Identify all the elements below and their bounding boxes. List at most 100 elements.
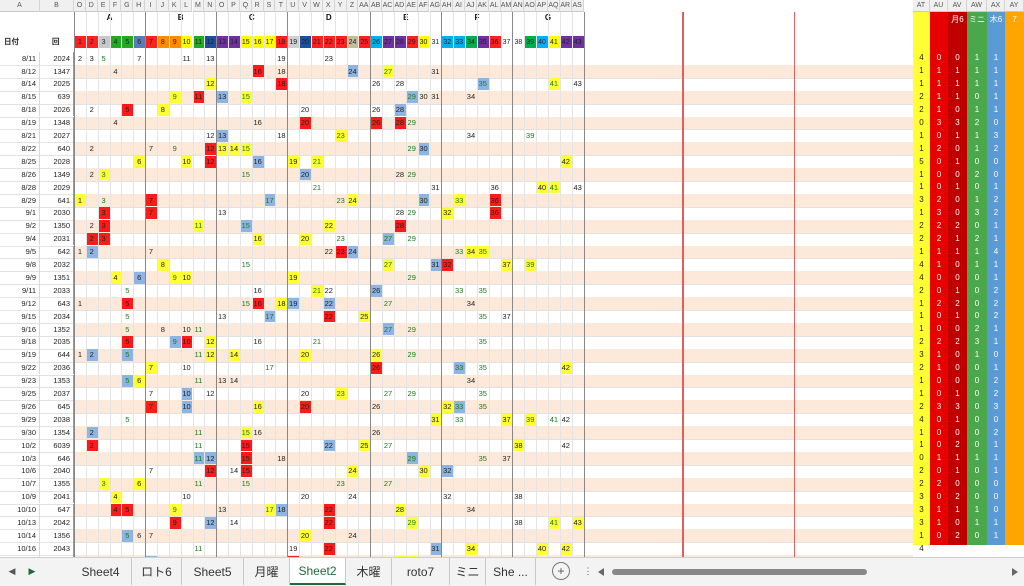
side-stat-cell[interactable]: 4 [919, 53, 924, 63]
side-stat-cell[interactable]: 3 [936, 117, 942, 127]
number-cell[interactable]: 21 [312, 182, 322, 192]
date-cell[interactable]: 8/19 [0, 116, 40, 130]
side-stat-cell[interactable]: 1 [936, 363, 942, 373]
column-header[interactable]: O [74, 0, 86, 12]
side-stat-cell[interactable]: 0 [936, 466, 942, 476]
date-cell[interactable]: 10/10 [0, 503, 40, 517]
kai-cell[interactable]: 2030 [40, 206, 74, 220]
number-cell[interactable]: 29 [407, 234, 416, 244]
number-cell[interactable]: 11 [194, 427, 203, 437]
side-stat-cell[interactable]: 0 [936, 388, 942, 398]
number-cell[interactable]: 5 [125, 414, 130, 424]
side-stat-cell[interactable]: 1 [993, 105, 999, 115]
number-cell[interactable]: 19 [287, 297, 300, 310]
number-cell[interactable]: 15 [241, 479, 250, 489]
number-cell[interactable]: 10 [180, 155, 193, 168]
number-cell[interactable]: 1 [77, 350, 82, 360]
number-cell[interactable]: 29 [407, 169, 416, 179]
number-cell[interactable]: 18 [277, 66, 286, 76]
number-cell[interactable]: 33 [454, 285, 464, 295]
side-stat-cell[interactable]: 1 [993, 337, 999, 347]
side-stat-cell[interactable]: 1 [919, 311, 924, 321]
number-cell[interactable]: 27 [382, 323, 394, 336]
side-stat-cell[interactable]: 1 [993, 363, 999, 373]
sheet-tab[interactable]: Sheet2 [290, 558, 346, 585]
number-cell[interactable]: 18 [277, 131, 286, 141]
side-stat-cell[interactable]: 0 [955, 53, 960, 63]
sheet-tab[interactable]: Sheet5 [182, 558, 244, 585]
number-cell[interactable]: 31 [431, 182, 440, 192]
kai-cell[interactable]: 641 [40, 193, 74, 207]
kai-cell[interactable]: 2038 [40, 413, 74, 427]
side-stat-cell[interactable]: 0 [993, 504, 999, 514]
date-cell[interactable]: 10/7 [0, 477, 40, 491]
side-stat-cell[interactable]: 1 [993, 79, 999, 89]
kai-cell[interactable]: 2036 [40, 361, 74, 375]
number-cell[interactable]: 7 [148, 530, 154, 540]
number-cell[interactable]: 23 [334, 387, 347, 400]
number-cell[interactable]: 17 [265, 363, 274, 373]
column-header[interactable]: AM [500, 0, 513, 12]
side-stat-cell[interactable]: 1 [936, 453, 942, 463]
column-header[interactable]: AP [536, 0, 548, 12]
number-cell[interactable]: 11 [192, 91, 205, 104]
number-cell[interactable]: 20 [299, 233, 311, 245]
number-cell[interactable]: 12 [204, 78, 217, 91]
number-cell[interactable]: 27 [383, 479, 393, 489]
number-cell[interactable]: 25 [358, 439, 371, 452]
number-cell[interactable]: 33 [454, 247, 464, 257]
side-stat-cell[interactable]: 2 [974, 117, 980, 127]
number-cell[interactable]: 10 [180, 336, 193, 349]
date-cell[interactable]: 8/14 [0, 77, 40, 91]
number-cell[interactable]: 40 [536, 542, 548, 555]
number-cell[interactable]: 23 [324, 53, 333, 63]
column-header[interactable]: AB [370, 0, 383, 12]
number-cell[interactable]: 28 [395, 208, 405, 218]
date-cell[interactable]: 10/3 [0, 451, 40, 465]
number-cell[interactable]: 22 [324, 247, 333, 257]
number-cell[interactable]: 18 [275, 78, 288, 91]
number-cell[interactable]: 7 [148, 466, 154, 476]
side-stat-cell[interactable]: 2 [993, 388, 999, 398]
column-header[interactable]: A [0, 0, 40, 12]
date-cell[interactable]: 10/16 [0, 542, 40, 556]
side-stat-cell[interactable]: 1 [955, 234, 960, 244]
number-cell[interactable]: 7 [145, 362, 157, 374]
side-stat-cell[interactable]: 2 [955, 492, 960, 502]
kai-cell[interactable]: 639 [40, 90, 74, 104]
kai-cell[interactable]: 1348 [40, 116, 74, 130]
number-cell[interactable]: 4 [109, 271, 122, 284]
side-stat-cell[interactable]: 1 [993, 324, 999, 334]
number-cell[interactable]: 15 [239, 465, 252, 478]
side-stat-cell[interactable]: 2 [993, 285, 999, 295]
side-stat-cell[interactable]: 1 [974, 66, 980, 76]
number-cell[interactable]: 2 [85, 426, 98, 439]
column-header[interactable]: N [204, 0, 217, 12]
number-cell[interactable]: 10 [180, 400, 193, 413]
column-header[interactable]: M [192, 0, 205, 12]
kai-cell[interactable]: 1349 [40, 168, 74, 181]
column-header[interactable]: AL [488, 0, 501, 12]
date-cell[interactable]: 10/9 [0, 490, 40, 504]
number-cell[interactable]: 1 [74, 194, 86, 207]
number-cell[interactable]: 38 [514, 492, 523, 502]
side-stat-cell[interactable]: 2 [936, 221, 942, 231]
kai-cell[interactable]: 2034 [40, 310, 74, 323]
date-cell[interactable]: 9/12 [0, 297, 40, 310]
number-cell[interactable]: 29 [407, 143, 416, 153]
side-stat-cell[interactable]: 1 [993, 221, 999, 231]
number-cell[interactable]: 16 [251, 155, 264, 168]
side-stat-cell[interactable]: 0 [936, 156, 942, 166]
side-stat-cell[interactable]: 0 [936, 182, 942, 192]
number-cell[interactable]: 17 [263, 194, 276, 207]
number-cell[interactable]: 19 [287, 271, 300, 284]
number-cell[interactable]: 31 [429, 413, 442, 426]
number-cell[interactable]: 16 [253, 285, 262, 295]
column-header[interactable]: G [121, 0, 134, 12]
number-cell[interactable]: 15 [239, 452, 252, 465]
number-cell[interactable]: 15 [241, 260, 250, 270]
number-cell[interactable]: 28 [395, 79, 405, 89]
number-cell[interactable]: 22 [322, 310, 335, 323]
side-stat-cell[interactable]: 1 [974, 195, 980, 205]
number-cell[interactable]: 20 [299, 117, 311, 129]
